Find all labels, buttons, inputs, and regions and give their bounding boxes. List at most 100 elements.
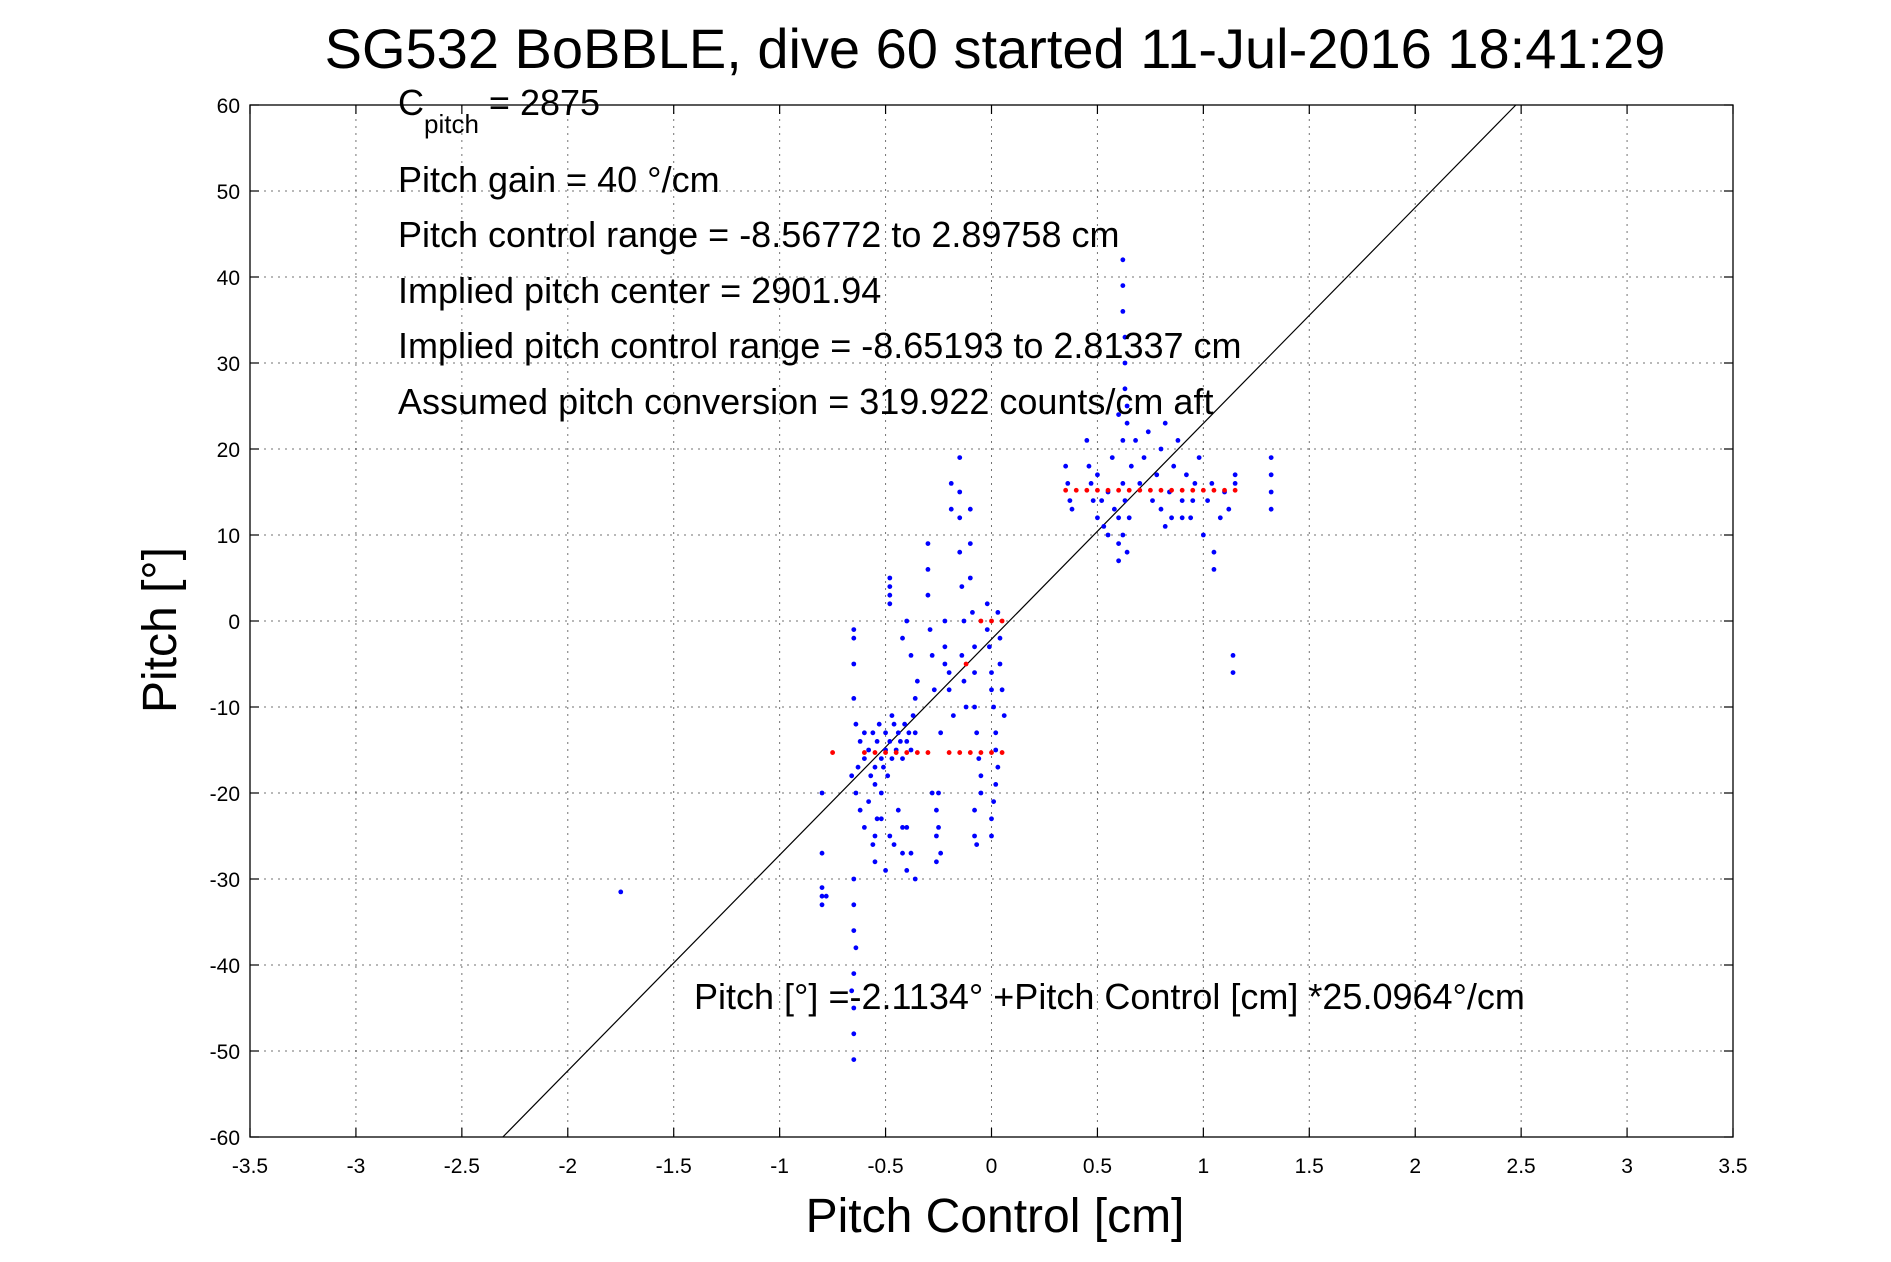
reference-point (904, 750, 910, 755)
measured-point (904, 618, 910, 624)
measured-point (938, 730, 944, 736)
measured-point (819, 885, 825, 890)
cpitch-symbol: C (398, 82, 424, 123)
measured-point (972, 833, 977, 839)
measured-point (876, 721, 882, 727)
measured-point (1124, 403, 1130, 409)
control-range-annotation: Pitch control range = -8.56772 to 2.8975… (398, 214, 1119, 255)
measured-point (967, 506, 973, 512)
data-points (618, 257, 1274, 1062)
x-tick-label: -2 (558, 1155, 577, 1178)
x-axis-label: Pitch Control [cm] (806, 1190, 1185, 1243)
measured-point (910, 713, 916, 718)
measured-point (989, 670, 994, 675)
measured-point (957, 515, 963, 521)
measured-point (936, 825, 941, 830)
reference-point (925, 750, 931, 755)
measured-point (1268, 455, 1274, 460)
measured-point (900, 635, 905, 641)
tick-marks (249, 104, 1734, 1138)
measured-point (1067, 498, 1073, 503)
measured-point (997, 661, 1003, 667)
reference-point (1232, 487, 1238, 493)
measured-point (1124, 420, 1130, 426)
measured-point (984, 601, 990, 607)
measured-point (1116, 541, 1122, 546)
measured-point (1120, 532, 1126, 538)
measured-point (961, 618, 967, 624)
measured-point (1065, 481, 1071, 486)
measured-point (1158, 506, 1164, 512)
measured-point (1105, 532, 1111, 538)
measured-point (819, 902, 825, 908)
measured-point (1063, 463, 1069, 469)
measured-point (819, 893, 825, 899)
measured-point (870, 842, 876, 847)
y-tick-label: 50 (217, 181, 240, 204)
measured-point (857, 807, 863, 813)
measured-point (1126, 515, 1132, 521)
measured-point (855, 764, 861, 770)
measured-point (872, 782, 878, 787)
measured-point (1150, 498, 1155, 503)
measured-point (963, 704, 969, 710)
measured-point (849, 988, 855, 994)
measured-point (959, 584, 965, 589)
measured-point (851, 1031, 857, 1037)
reference-point (1211, 487, 1217, 493)
measured-point (853, 945, 859, 951)
measured-point (870, 730, 876, 736)
measured-point (872, 764, 878, 770)
measured-point (950, 713, 956, 718)
measured-point (900, 850, 905, 856)
measured-point (849, 773, 855, 779)
measured-point (1179, 515, 1185, 521)
measured-point (984, 627, 990, 632)
measured-point (1230, 653, 1236, 658)
measured-point (957, 489, 963, 495)
measured-point (942, 618, 948, 624)
measured-point (1084, 438, 1090, 443)
measured-point (993, 747, 999, 753)
measured-point (866, 747, 872, 753)
measured-point (851, 902, 857, 908)
x-tick-label: 3 (1621, 1155, 1633, 1178)
measured-point (946, 687, 952, 693)
reference-point (1084, 487, 1090, 493)
measured-point (1116, 558, 1122, 564)
measured-point (1128, 463, 1134, 469)
measured-point (1211, 567, 1217, 572)
measured-point (1175, 438, 1181, 443)
measured-point (1116, 412, 1122, 417)
measured-point (883, 730, 888, 736)
measured-point (1171, 463, 1177, 469)
x-tick-label: -0.5 (867, 1155, 903, 1178)
measured-point (904, 825, 910, 830)
measured-point (1095, 515, 1100, 521)
measured-point (959, 653, 965, 658)
measured-point (900, 756, 905, 761)
measured-point (1088, 481, 1094, 486)
measured-point (883, 868, 888, 873)
measured-point (874, 816, 880, 822)
fit-line (502, 104, 1517, 1138)
measured-point (957, 455, 963, 460)
fit-line-group (502, 104, 1517, 1138)
y-tick-label: 60 (217, 95, 240, 118)
measured-point (851, 696, 857, 701)
measured-point (618, 889, 624, 895)
measured-point (1179, 498, 1185, 503)
measured-point (970, 610, 975, 615)
measured-point (895, 730, 901, 736)
y-tick-label: -30 (210, 869, 240, 892)
measured-point (997, 635, 1003, 641)
measured-point (902, 721, 908, 727)
measured-point (912, 730, 918, 736)
measured-point (1122, 498, 1128, 503)
measured-point (989, 816, 994, 822)
measured-point (1095, 472, 1100, 478)
measured-point (934, 807, 939, 813)
measured-point (887, 833, 893, 839)
